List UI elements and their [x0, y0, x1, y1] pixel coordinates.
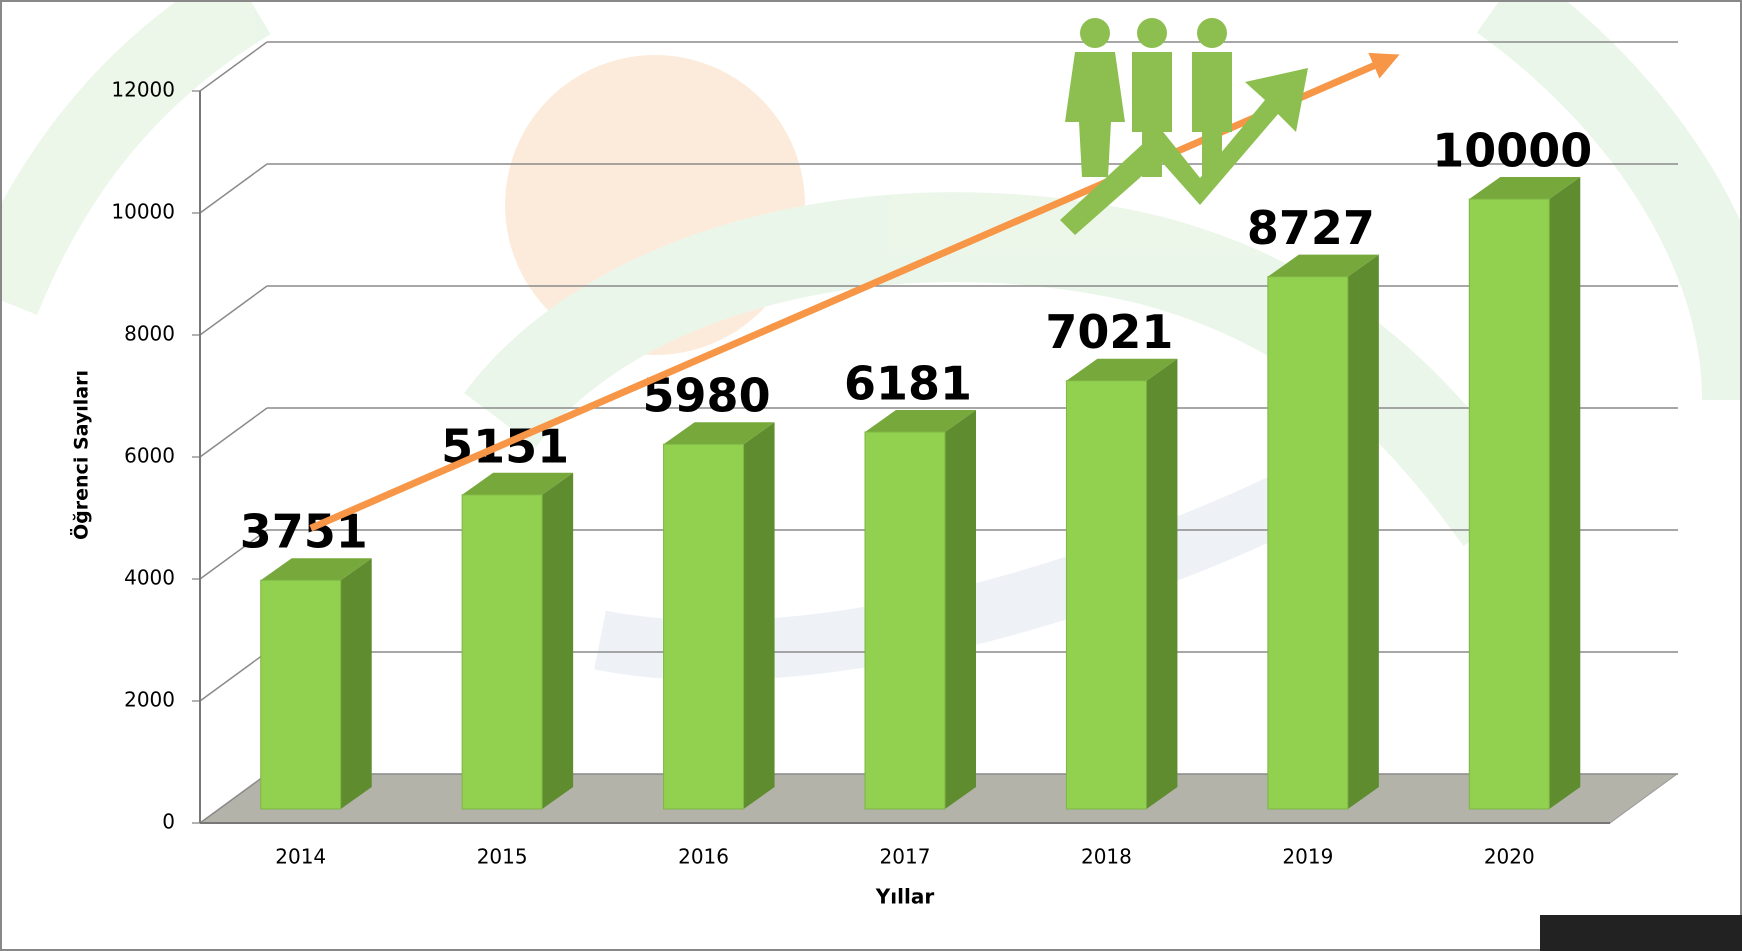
y-tick-label: 8000 [124, 322, 175, 346]
y-tick-label: 12000 [111, 78, 175, 102]
x-tick-label: 2016 [678, 845, 729, 869]
x-tick-label: 2015 [477, 845, 528, 869]
y-tick-label: 6000 [124, 444, 175, 468]
data-label: 6181 [844, 356, 972, 410]
x-tick-label: 2014 [275, 845, 326, 869]
bar [462, 495, 542, 809]
bar-side [542, 473, 573, 809]
grid-line-diagonal [200, 286, 267, 335]
y-tick-label: 2000 [124, 688, 175, 712]
bar-side [945, 410, 976, 809]
chart: 0200040006000800010000120003751201451512… [0, 0, 1742, 951]
data-label: 10000 [1432, 124, 1592, 178]
bar [865, 432, 945, 809]
y-axis-title: Öğrenci Sayıları [69, 370, 93, 540]
y-tick-label: 10000 [111, 200, 175, 224]
y-tick-label: 4000 [124, 566, 175, 590]
x-tick-label: 2020 [1484, 845, 1535, 869]
bar-side [1146, 359, 1177, 809]
bar-side [744, 422, 775, 809]
x-tick-label: 2019 [1282, 845, 1333, 869]
y-tick-label: 0 [162, 810, 175, 834]
bar-side [1549, 177, 1580, 809]
grid-line-diagonal [200, 652, 267, 701]
bar [664, 444, 744, 809]
data-label: 7021 [1045, 305, 1173, 359]
bar [261, 580, 341, 809]
x-tick-label: 2017 [880, 845, 931, 869]
bar-side [1348, 255, 1379, 809]
x-tick-label: 2018 [1081, 845, 1132, 869]
corner-badge [1540, 915, 1742, 951]
grid-line-diagonal [200, 408, 267, 457]
x-axis-title: Yıllar [875, 885, 935, 909]
data-label: 8727 [1247, 201, 1375, 255]
bar-side [341, 558, 372, 809]
grid-line-diagonal [200, 164, 267, 213]
bar [1469, 199, 1549, 809]
bar [1066, 381, 1146, 809]
bar [1268, 277, 1348, 809]
